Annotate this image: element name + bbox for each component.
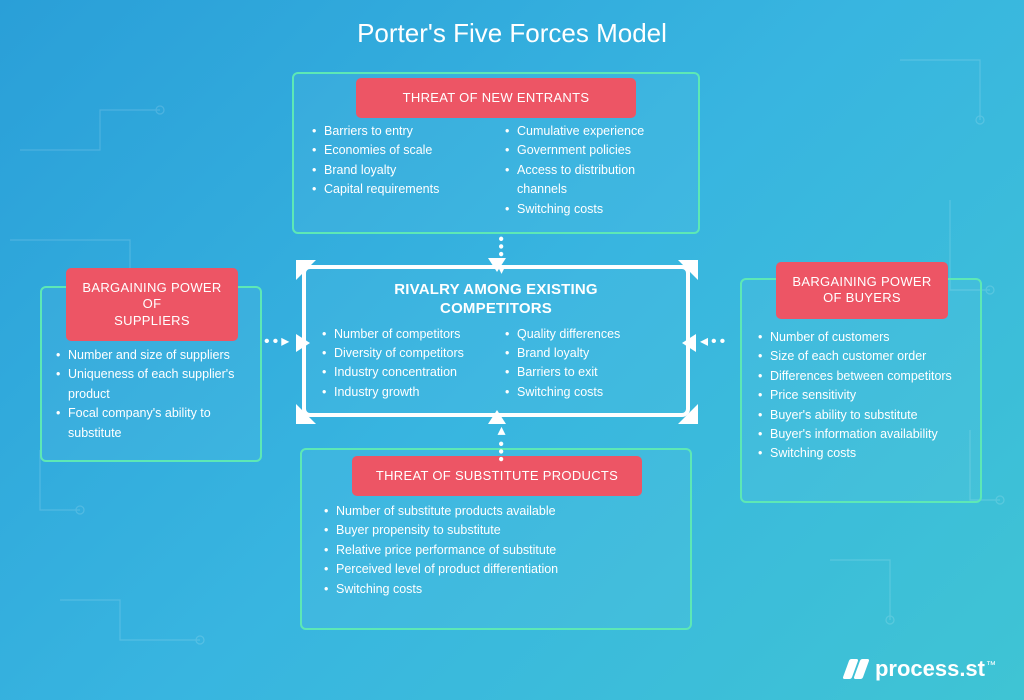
logo-mark-icon xyxy=(844,657,868,681)
bullet-item: Quality differences xyxy=(505,325,670,344)
new-entrants-bullets-left: Barriers to entryEconomies of scaleBrand… xyxy=(312,122,487,219)
center-arrow-icon xyxy=(296,260,318,282)
diagram-title: Porter's Five Forces Model xyxy=(0,18,1024,49)
bullet-item: Access to distribution channels xyxy=(505,161,680,200)
bullet-item: Brand loyalty xyxy=(505,344,670,363)
bullet-item: Price sensitivity xyxy=(758,386,964,405)
center-title: RIVALRY AMONG EXISTING COMPETITORS xyxy=(322,281,670,319)
bullet-item: Number and size of suppliers xyxy=(56,346,246,365)
bullet-item: Switching costs xyxy=(324,580,668,599)
bullet-item: Brand loyalty xyxy=(312,161,487,180)
bullet-item: Number of customers xyxy=(758,328,964,347)
bullet-item: Differences between competitors xyxy=(758,367,964,386)
bullet-item: Number of competitors xyxy=(322,325,487,344)
center-arrow-icon xyxy=(676,402,698,424)
bullet-item: Size of each customer order xyxy=(758,347,964,366)
bullet-item: Barriers to exit xyxy=(505,363,670,382)
bullet-item: Buyer's information availability xyxy=(758,425,964,444)
bullet-item: Government policies xyxy=(505,141,680,160)
new-entrants-bullets-right: Cumulative experienceGovernment policies… xyxy=(505,122,680,219)
connector-right-icon: ◂•• xyxy=(700,334,728,350)
bullet-item: Capital requirements xyxy=(312,180,487,199)
bullet-item: Number of substitute products available xyxy=(324,502,668,521)
bullet-item: Industry concentration xyxy=(322,363,487,382)
center-box-rivalry: RIVALRY AMONG EXISTING COMPETITORS Numbe… xyxy=(302,265,690,417)
logo-tm: ™ xyxy=(986,660,996,671)
bullet-item: Cumulative experience xyxy=(505,122,680,141)
brand-logo: process.st™ xyxy=(844,656,996,682)
bullet-item: Barriers to entry xyxy=(312,122,487,141)
rivalry-bullets-right: Quality differencesBrand loyaltyBarriers… xyxy=(505,325,670,403)
center-arrow-icon xyxy=(296,402,318,424)
bullet-item: Economies of scale xyxy=(312,141,487,160)
center-edge-arrow-icon xyxy=(682,334,696,352)
bullet-item: Industry growth xyxy=(322,383,487,402)
bullet-item: Switching costs xyxy=(505,383,670,402)
connector-left-icon: ••▸ xyxy=(264,334,292,350)
bullet-item: Relative price performance of substitute xyxy=(324,541,668,560)
center-edge-arrow-icon xyxy=(296,334,310,352)
bullet-item: Focal company's ability to substitute xyxy=(56,404,246,443)
connector-top-icon: •••▾ xyxy=(492,236,508,280)
bullet-item: Perceived level of product differentiati… xyxy=(324,560,668,579)
rivalry-bullets-left: Number of competitorsDiversity of compet… xyxy=(322,325,487,403)
connector-bottom-icon: ▴••• xyxy=(492,420,508,464)
logo-text: process.st xyxy=(875,656,985,681)
force-label-new-entrants: THREAT OF NEW ENTRANTS xyxy=(356,78,636,118)
bullet-item: Switching costs xyxy=(758,444,964,463)
force-label-suppliers: BARGAINING POWER OF SUPPLIERS xyxy=(66,268,238,341)
bullet-item: Buyer's ability to substitute xyxy=(758,406,964,425)
bullet-item: Switching costs xyxy=(505,200,680,219)
bullet-item: Uniqueness of each supplier's product xyxy=(56,365,246,404)
center-arrow-icon xyxy=(676,260,698,282)
bullet-item: Buyer propensity to substitute xyxy=(324,521,668,540)
force-label-buyers: BARGAINING POWER OF BUYERS xyxy=(776,262,948,319)
bullet-item: Diversity of competitors xyxy=(322,344,487,363)
